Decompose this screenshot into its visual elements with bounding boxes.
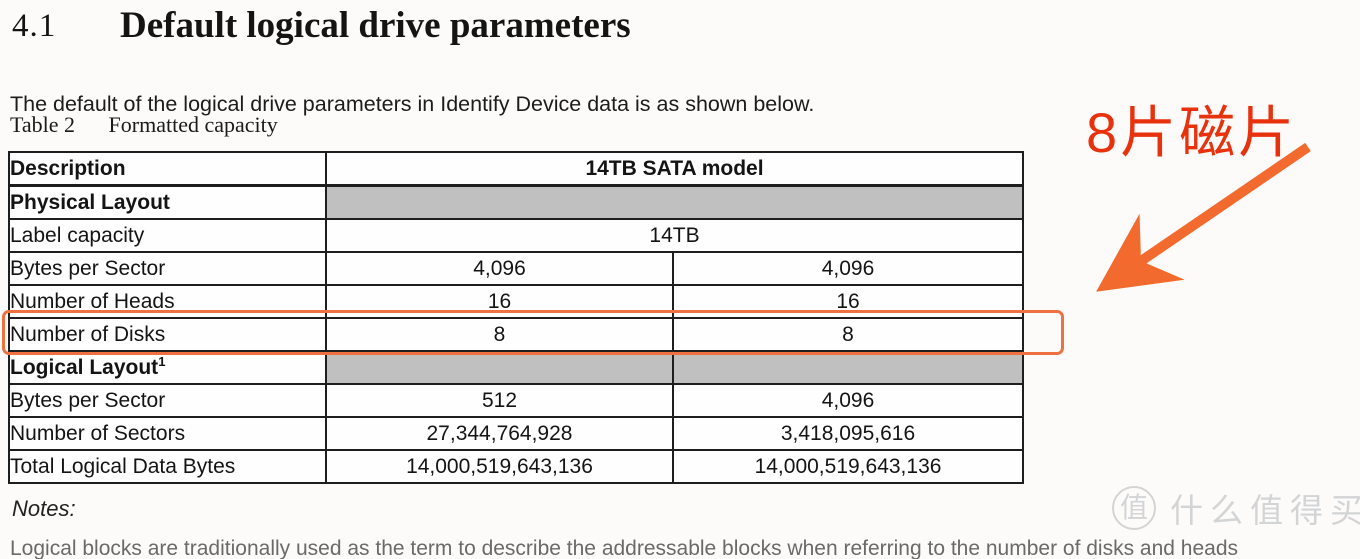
watermark-text: 什么值得买 (1170, 492, 1360, 529)
row-label: Number of Sectors (8, 416, 327, 451)
row-value-1: 14,000,519,643,136 (325, 449, 674, 484)
row-value-1: 512 (325, 383, 674, 418)
footnote-clipped-line: Logical blocks are traditionally used as… (10, 538, 1239, 559)
gray-section-cell (325, 350, 674, 385)
gray-section-bar (324, 184, 1025, 220)
row-label: Bytes per Sector (8, 251, 327, 286)
row-value-2: 4,096 (671, 383, 1025, 418)
section-title: Default logical drive parameters (120, 5, 631, 46)
intro-paragraph: The default of the logical drive paramet… (10, 91, 815, 116)
row-label-text: Logical Layout (10, 355, 159, 379)
row-label: Label capacity (8, 218, 327, 253)
row-value-2: 3,418,095,616 (671, 416, 1025, 451)
row-label: Description (8, 151, 327, 187)
table-row-total-logical-data-bytes: Total Logical Data Bytes 14,000,519,643,… (8, 449, 1025, 484)
table-row-number-of-sectors: Number of Sectors 27,344,764,928 3,418,0… (8, 416, 1025, 451)
watermark-logo-char: 值 (1119, 492, 1148, 523)
formatted-capacity-table: Description 14TB SATA model Physical Lay… (8, 151, 1025, 484)
row-value-1: 4,096 (325, 251, 674, 286)
row-label: Number of Heads (8, 284, 327, 319)
table-caption-label: Table 2 (10, 112, 76, 137)
table-caption: Table 2 Formatted capacity (10, 112, 278, 138)
row-label: Physical Layout (8, 184, 327, 220)
row-label: Total Logical Data Bytes (8, 449, 327, 484)
footnote-marker: 1 (158, 353, 166, 369)
row-value-2: 14,000,519,643,136 (671, 449, 1025, 484)
row-value-2: 16 (671, 284, 1025, 319)
annotation-text: 8片磁片 (1086, 101, 1298, 164)
table-row-physical-layout: Physical Layout (8, 184, 1025, 220)
table-row-logical-layout: Logical Layout1 (8, 350, 1025, 385)
table-row-bytes-per-sector-physical: Bytes per Sector 4,096 4,096 (8, 251, 1025, 286)
row-value-span: 14TB (324, 218, 1025, 253)
section-number: 4.1 (12, 8, 57, 44)
table-row-description: Description 14TB SATA model (8, 151, 1025, 187)
row-value-1: 16 (325, 284, 674, 319)
table-row-label-capacity: Label capacity 14TB (8, 218, 1025, 253)
row-label: Number of Disks (8, 317, 327, 352)
gray-section-cell (671, 350, 1025, 385)
row-value-span: 14TB SATA model (324, 151, 1025, 187)
table-row-bytes-per-sector-logical: Bytes per Sector 512 4,096 (8, 383, 1025, 418)
table-row-number-of-heads: Number of Heads 16 16 (8, 284, 1025, 319)
row-label: Bytes per Sector (8, 383, 327, 418)
watermark: 值 什么值得买 (1112, 484, 1360, 532)
row-label: Logical Layout1 (8, 350, 327, 385)
table-caption-title: Formatted capacity (108, 112, 278, 137)
row-value-1: 27,344,764,928 (325, 416, 674, 451)
notes-label: Notes: (12, 496, 76, 521)
row-value-1: 8 (325, 317, 674, 352)
table-row-number-of-disks: Number of Disks 8 8 (8, 317, 1025, 352)
row-value-2: 4,096 (671, 251, 1025, 286)
watermark-logo-icon: 值 (1112, 486, 1156, 530)
row-value-2: 8 (671, 317, 1025, 352)
